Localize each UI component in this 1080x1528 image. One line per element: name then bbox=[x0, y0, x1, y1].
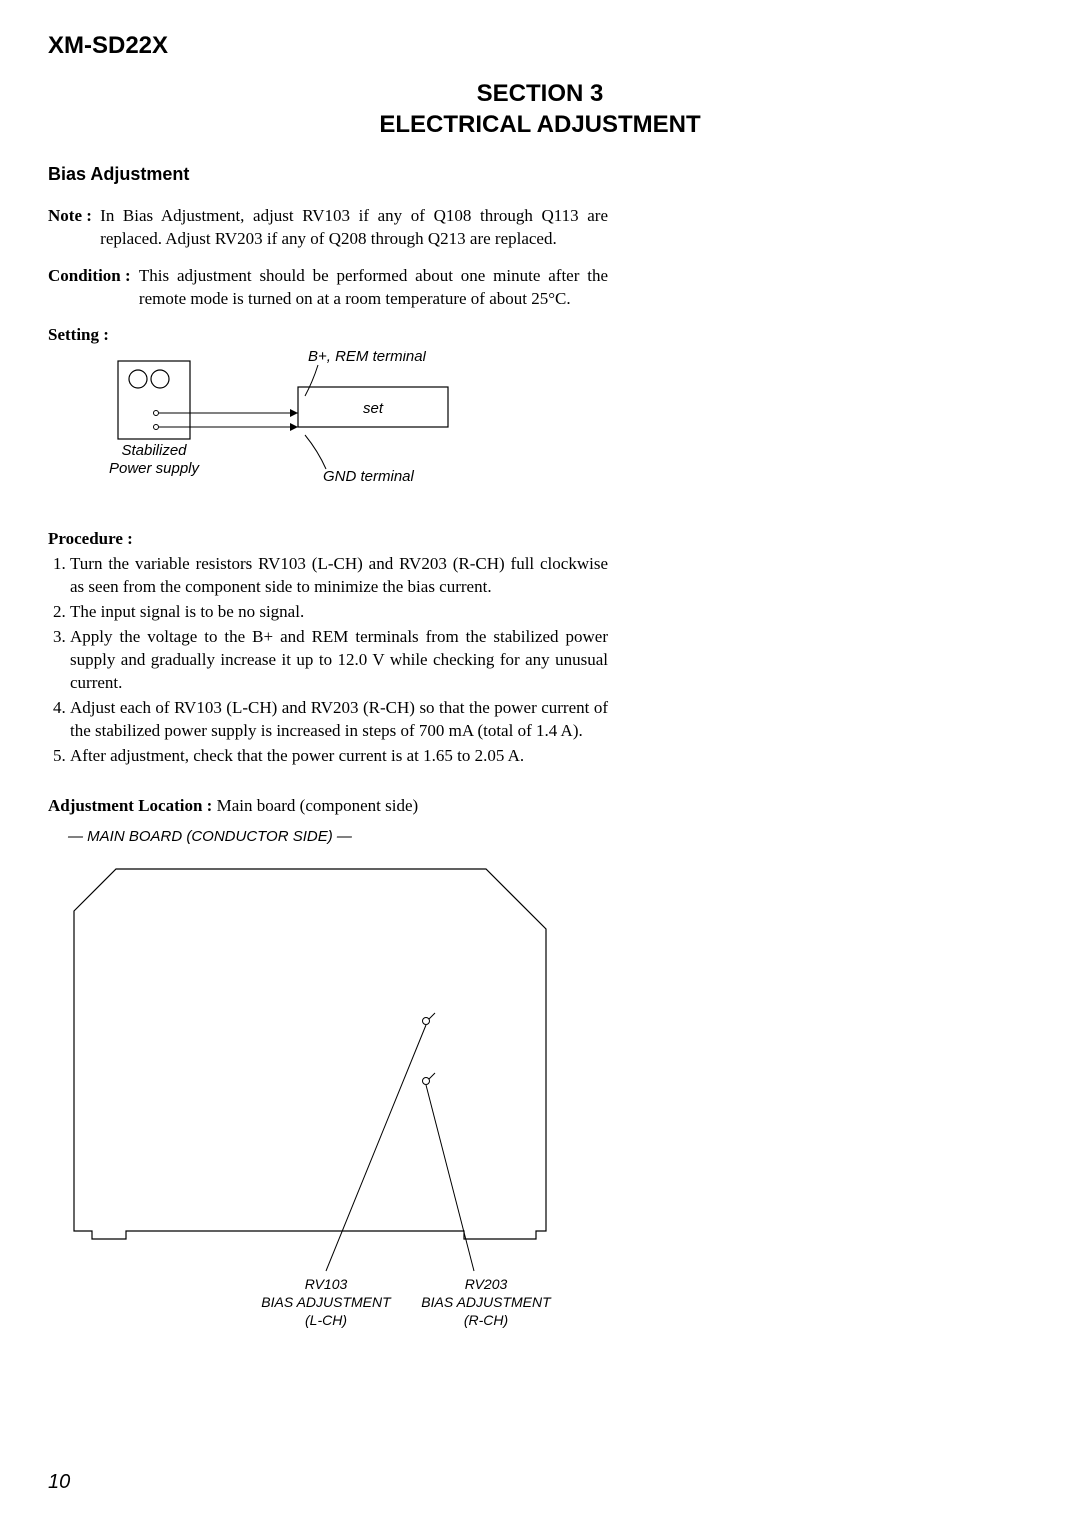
procedure-step: After adjustment, check that the power c… bbox=[70, 745, 608, 768]
stabilized-2: Power supply bbox=[109, 460, 201, 477]
note-label: Note : bbox=[48, 205, 100, 251]
board-diagram: RV103 BIAS ADJUSTMENT (L-CH) RV203 BIAS … bbox=[56, 851, 566, 1341]
rv203-line2: BIAS ADJUSTMENT bbox=[421, 1294, 552, 1310]
set-label: set bbox=[363, 400, 384, 417]
bplus-label: B+, REM terminal bbox=[308, 351, 427, 365]
rv103-line2: BIAS ADJUSTMENT bbox=[261, 1294, 392, 1310]
condition-paragraph: Condition : This adjustment should be pe… bbox=[48, 265, 608, 311]
setting-diagram: set B+, REM terminal GND terminal Stabil… bbox=[108, 351, 468, 501]
procedure-step: Apply the voltage to the B+ and REM term… bbox=[70, 626, 608, 695]
procedure-list: Turn the variable resistors RV103 (L-CH)… bbox=[48, 553, 608, 767]
gnd-label: GND terminal bbox=[323, 468, 415, 485]
section-name: ELECTRICAL ADJUSTMENT bbox=[379, 111, 700, 138]
section-number: SECTION 3 bbox=[477, 80, 604, 107]
rv103-line1: RV103 bbox=[305, 1276, 348, 1292]
adjustment-location: Adjustment Location : Main board (compon… bbox=[48, 796, 608, 816]
condition-label: Condition : bbox=[48, 265, 139, 311]
adj-loc-label: Adjustment Location : bbox=[48, 796, 217, 815]
rv203-line3: (R-CH) bbox=[464, 1312, 508, 1328]
procedure-step: Adjust each of RV103 (L-CH) and RV203 (R… bbox=[70, 697, 608, 743]
bias-adjustment-heading: Bias Adjustment bbox=[48, 164, 608, 185]
board-outline bbox=[74, 869, 546, 1239]
note-body: In Bias Adjustment, adjust RV103 if any … bbox=[100, 205, 608, 251]
stabilized-1: Stabilized bbox=[121, 442, 187, 459]
rv103-line3: (L-CH) bbox=[305, 1312, 347, 1328]
board-caption: — MAIN BOARD (CONDUCTOR SIDE) — bbox=[68, 828, 608, 845]
rv203-line1: RV203 bbox=[465, 1276, 508, 1292]
section-title: SECTION 3 ELECTRICAL ADJUSTMENT bbox=[48, 78, 1032, 140]
setting-label: Setting : bbox=[48, 325, 608, 345]
procedure-label: Procedure : bbox=[48, 529, 608, 549]
procedure-step: The input signal is to be no signal. bbox=[70, 601, 608, 624]
procedure-step: Turn the variable resistors RV103 (L-CH)… bbox=[70, 553, 608, 599]
model-number: XM-SD22X bbox=[48, 32, 1032, 60]
condition-body: This adjustment should be performed abou… bbox=[139, 265, 608, 311]
note-paragraph: Note : In Bias Adjustment, adjust RV103 … bbox=[48, 205, 608, 251]
page-number: 10 bbox=[48, 1471, 70, 1494]
content-column: Bias Adjustment Note : In Bias Adjustmen… bbox=[48, 164, 608, 1340]
adj-loc-value: Main board (component side) bbox=[217, 796, 419, 815]
